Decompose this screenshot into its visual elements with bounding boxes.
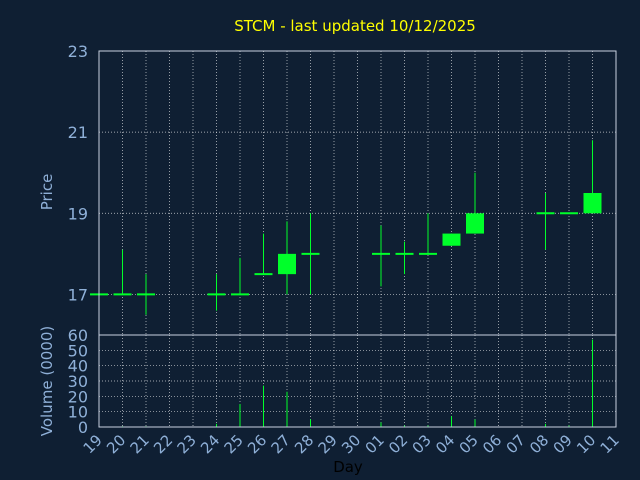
candle (254, 233, 273, 276)
volume-panel: 0102030405060192021222324252627282930010… (68, 326, 623, 457)
x-tick-label: 07 (503, 431, 529, 457)
candle-body (466, 213, 484, 234)
candle-body (442, 233, 461, 246)
candle (536, 193, 555, 250)
x-tick-label: 09 (550, 431, 576, 457)
x-axis-label: Day (333, 458, 363, 476)
volume-tick-label: 50 (68, 341, 88, 360)
x-tick-label: 27 (268, 431, 294, 457)
candle (207, 274, 226, 311)
x-tick-label: 03 (409, 431, 435, 457)
volume-tick-label: 40 (68, 357, 88, 376)
candle (301, 213, 320, 295)
volume-tick-label: 60 (68, 326, 88, 345)
candle (395, 241, 414, 275)
x-tick-label: 11 (597, 431, 623, 457)
chart-title: STCM - last updated 10/12/2025 (234, 17, 476, 35)
x-tick-label: 30 (338, 431, 364, 457)
price-tick-label: 21 (68, 123, 88, 142)
candle-body (278, 253, 296, 275)
x-tick-label: 29 (315, 431, 341, 457)
x-tick-label: 20 (103, 431, 129, 457)
candle (419, 213, 437, 255)
x-tick-label: 02 (385, 431, 411, 457)
x-tick-label: 26 (244, 431, 270, 457)
x-tick-label: 10 (573, 431, 599, 457)
candle (231, 257, 249, 296)
x-tick-label: 06 (479, 431, 505, 457)
candle (583, 140, 602, 214)
candle (466, 172, 484, 234)
volume-tick-label: 20 (68, 387, 88, 406)
candle (278, 221, 296, 295)
candle (372, 225, 390, 287)
x-tick-label: 24 (197, 431, 223, 457)
candle (442, 233, 461, 246)
x-tick-label: 22 (150, 431, 176, 457)
price-panel: 17 19 21 23 (68, 42, 617, 336)
x-tick-label: 04 (432, 431, 458, 457)
x-tick-label: 08 (526, 431, 552, 457)
x-tick-label: 28 (291, 431, 317, 457)
price-tick-label: 17 (68, 285, 88, 304)
price-tick-label: 23 (68, 42, 88, 61)
candle (113, 249, 132, 296)
candle (137, 274, 155, 315)
volume-tick-label: 10 (68, 403, 88, 422)
volume-tick-label: 0 (78, 418, 88, 437)
x-tick-label: 23 (174, 431, 200, 457)
x-tick-label: 25 (221, 431, 247, 457)
price-tick-label: 19 (68, 204, 88, 223)
volume-axis-label: Volume (0000) (38, 326, 56, 436)
volume-tick-label: 30 (68, 372, 88, 391)
x-tick-label: 01 (362, 431, 388, 457)
x-tick-label: 05 (456, 431, 482, 457)
price-axis-label: Price (38, 174, 56, 211)
candle-body (583, 193, 602, 214)
volume-plot-frame (98, 334, 617, 428)
x-tick-label: 21 (127, 431, 153, 457)
